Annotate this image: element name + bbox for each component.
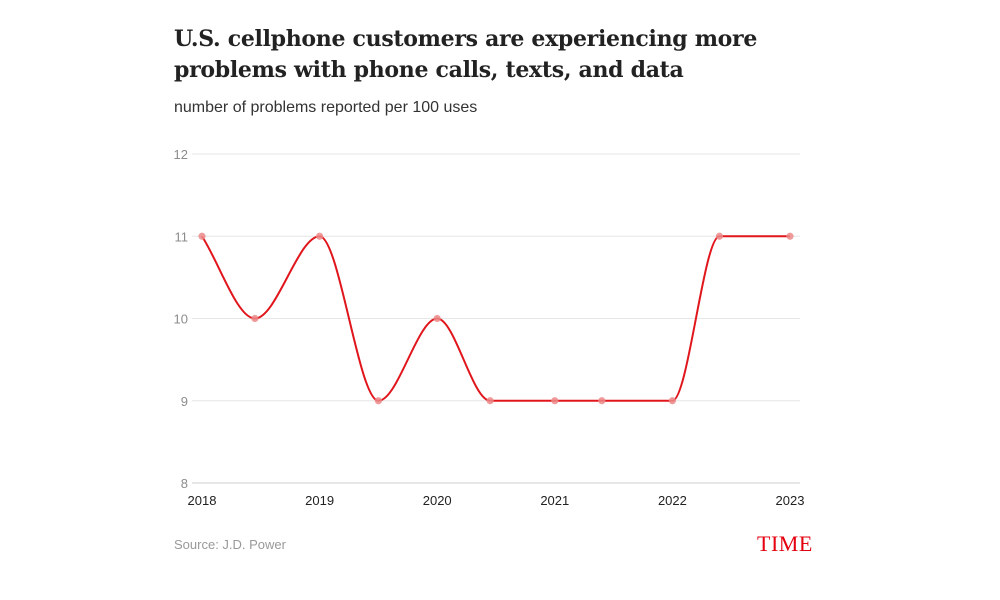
series-layer (198, 232, 794, 405)
x-tick-label: 2018 (188, 493, 217, 508)
data-point (198, 232, 206, 240)
y-tick-label: 10 (174, 312, 188, 327)
chart-subtitle: number of problems reported per 100 uses (174, 99, 478, 116)
y-tick-label: 11 (175, 229, 189, 244)
data-point (433, 314, 441, 323)
y-tick-label: 9 (181, 394, 188, 409)
source-note: Source: J.D. Power (174, 537, 286, 552)
y-axis-ticks: 8 9 10 11 12 (174, 147, 188, 491)
publisher-logo: TIME (757, 531, 813, 556)
x-axis-ticks: 2018 2019 2020 2021 2022 2023 (188, 493, 805, 508)
series-line (201, 235, 790, 402)
data-point (598, 397, 606, 405)
x-tick-label: 2020 (423, 493, 452, 508)
y-tick-label: 12 (174, 147, 188, 162)
data-point (786, 232, 794, 240)
y-tick-label: 8 (181, 476, 188, 491)
x-tick-label: 2021 (540, 493, 569, 508)
chart-title: U.S. cellphone customers are experiencin… (174, 26, 758, 83)
x-tick-label: 2019 (305, 493, 334, 508)
data-point (551, 397, 559, 405)
data-point (374, 397, 382, 405)
x-tick-label: 2023 (776, 493, 805, 508)
gridlines (192, 153, 800, 484)
data-point (715, 232, 724, 240)
data-point (668, 397, 677, 405)
x-tick-label: 2022 (658, 493, 687, 508)
data-point (251, 314, 259, 323)
data-point (316, 232, 324, 240)
data-point (486, 397, 494, 405)
